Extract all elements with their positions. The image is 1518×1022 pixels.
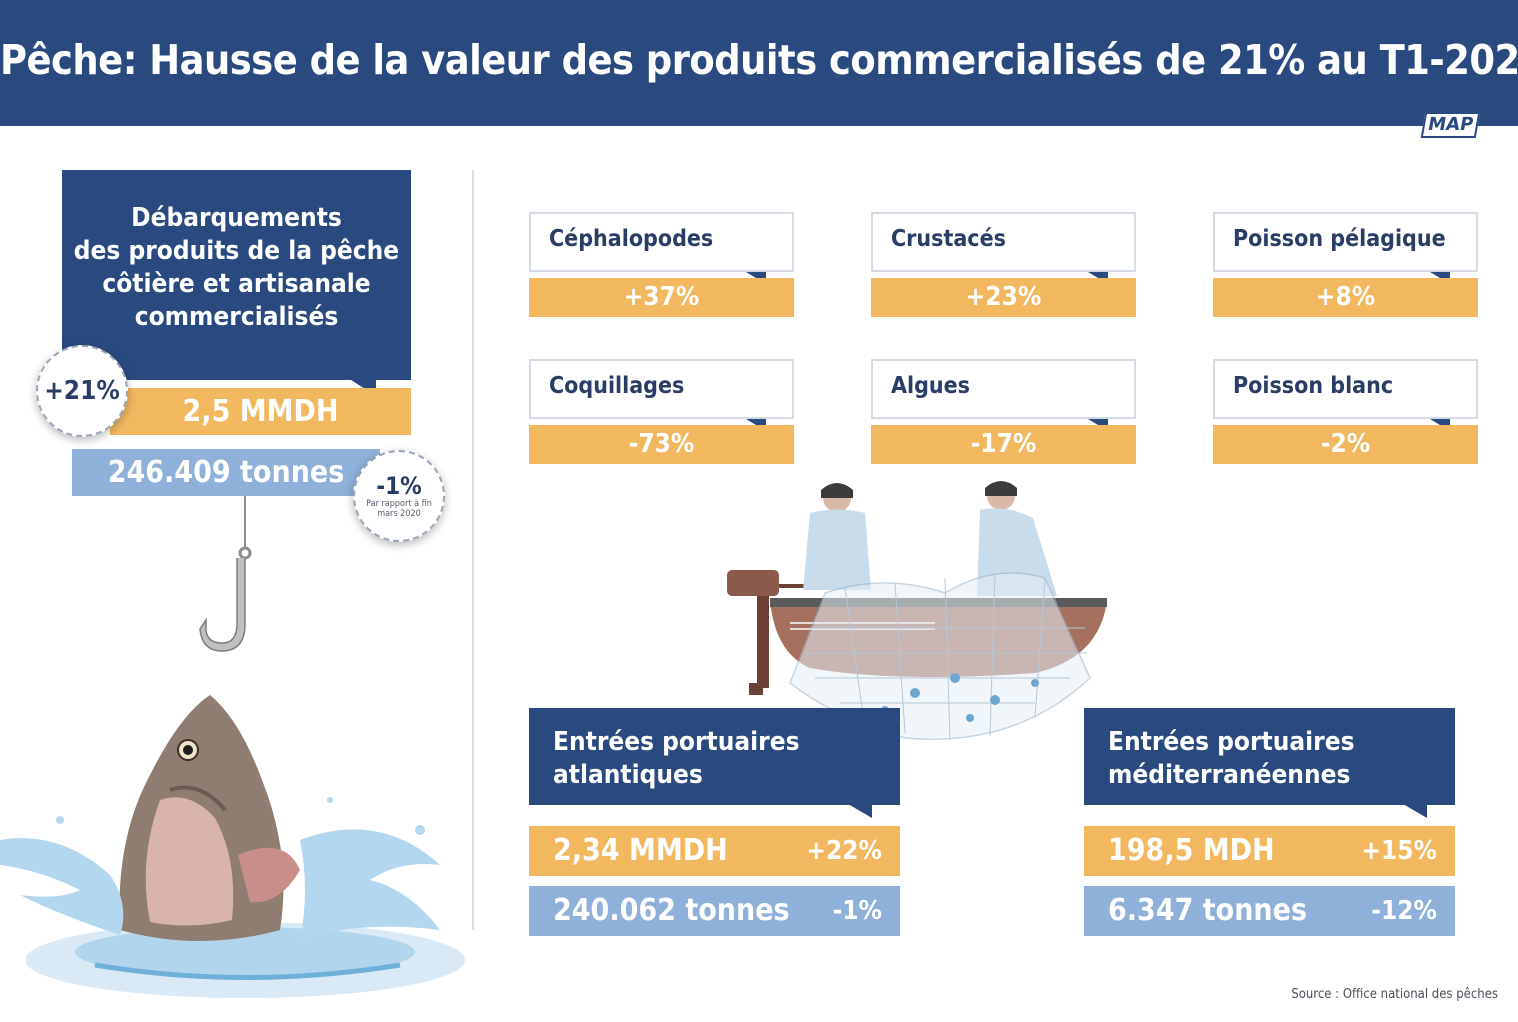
- summary-volume-bar: 246.409 tonnes: [72, 449, 380, 496]
- category-value-poisson-pelagique: +8%: [1213, 278, 1478, 317]
- summary-value-bar: 2,5 MMDH: [110, 388, 411, 435]
- category-value-poisson-blanc: -2%: [1213, 425, 1478, 464]
- page-title: Pêche: Hausse de la valeur des produits …: [0, 36, 1518, 84]
- summary-title-box: Débarquements des produits de la pêche c…: [62, 170, 411, 380]
- port-volume: 240.062 tonnes: [553, 893, 790, 928]
- category-label-coquillages: Coquillages: [529, 359, 794, 419]
- summary-volume-change-badge: -1% Par rapport à fin mars 2020: [353, 450, 445, 542]
- header-banner: Pêche: Hausse de la valeur des produits …: [0, 0, 1518, 126]
- port-value: 2,34 MMDH: [553, 833, 728, 868]
- port-title-line: Entrées portuaires: [1108, 727, 1355, 757]
- port-title-tab: [848, 804, 872, 818]
- port-value: 198,5 MDH: [1108, 833, 1275, 868]
- category-label-poisson-pelagique: Poisson pélagique: [1213, 212, 1478, 272]
- summary-value-change-badge: +21%: [36, 345, 128, 437]
- port-title-line: Entrées portuaires: [553, 727, 800, 757]
- category-value-cephalopodes: +37%: [529, 278, 794, 317]
- port-value-change: +15%: [1361, 836, 1437, 866]
- port-volume-change: -1%: [832, 896, 882, 926]
- summary-title-line: commercialisés: [134, 302, 339, 332]
- port-value-bar-atlantic: 2,34 MMDH +22%: [529, 826, 900, 876]
- port-volume-bar-atlantic: 240.062 tonnes -1%: [529, 886, 900, 936]
- category-value-coquillages: -73%: [529, 425, 794, 464]
- category-label-algues: Algues: [871, 359, 1136, 419]
- category-label-poisson-blanc: Poisson blanc: [1213, 359, 1478, 419]
- fishermen-boat-illustration: [727, 481, 1107, 741]
- source-note: Source : Office national des pêches: [1291, 987, 1498, 1002]
- category-label-cephalopodes: Céphalopodes: [529, 212, 794, 272]
- category-label-crustaces: Crustacés: [871, 212, 1136, 272]
- port-volume: 6.347 tonnes: [1108, 893, 1308, 928]
- summary-title-line: côtière et artisanale: [102, 269, 371, 299]
- port-title-line: atlantiques: [553, 760, 703, 790]
- port-value-bar-mediterranean: 198,5 MDH +15%: [1084, 826, 1455, 876]
- column-divider: [472, 170, 474, 930]
- category-value-algues: -17%: [871, 425, 1136, 464]
- port-title-mediterranean: Entrées portuaires méditerranéennes: [1084, 708, 1455, 805]
- fishing-hook-icon: [199, 496, 252, 652]
- port-volume-change: -12%: [1371, 896, 1437, 926]
- summary-title-line: des produits de la pêche: [73, 236, 400, 266]
- summary-volume-note: Par rapport à fin mars 2020: [366, 499, 432, 519]
- category-value-crustaces: +23%: [871, 278, 1136, 317]
- port-title-atlantic: Entrées portuaires atlantiques: [529, 708, 900, 805]
- port-title-tab: [1403, 804, 1427, 818]
- summary-title-line: Débarquements: [131, 203, 342, 233]
- port-title-line: méditerranéennes: [1108, 760, 1351, 790]
- summary-volume-change: -1%: [376, 472, 422, 500]
- summary-value-change: +21%: [44, 376, 120, 406]
- fish-splash-illustration: [0, 695, 465, 998]
- port-volume-bar-mediterranean: 6.347 tonnes -12%: [1084, 886, 1455, 936]
- port-value-change: +22%: [806, 836, 882, 866]
- brand-logo: MAP: [1420, 112, 1481, 138]
